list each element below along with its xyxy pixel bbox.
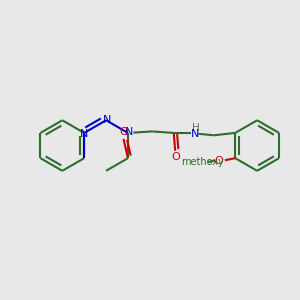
- Text: O: O: [214, 156, 223, 166]
- Text: O: O: [171, 152, 180, 162]
- Text: O: O: [119, 127, 128, 137]
- Text: N: N: [191, 129, 200, 140]
- Text: N: N: [125, 127, 133, 137]
- Text: N: N: [103, 115, 111, 125]
- Text: methoxy: methoxy: [181, 157, 224, 167]
- Text: H: H: [192, 123, 199, 133]
- Text: N: N: [80, 129, 88, 140]
